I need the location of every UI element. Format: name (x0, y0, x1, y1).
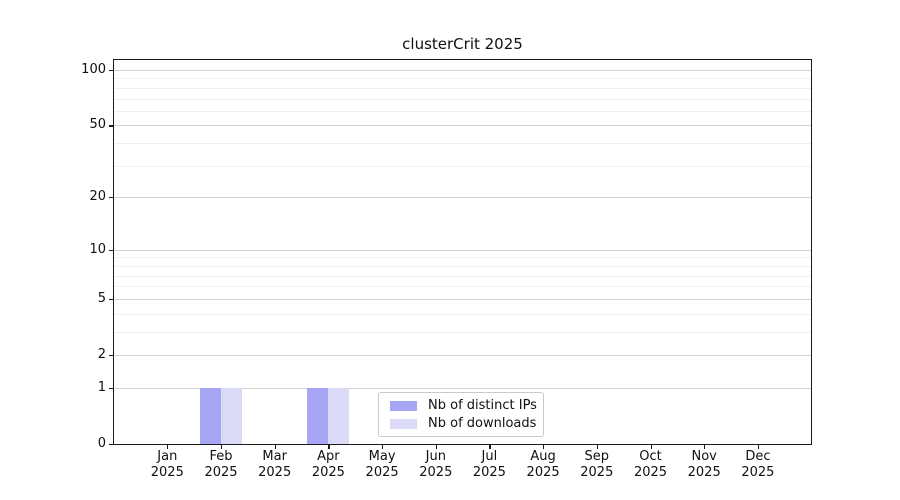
y-tick-mark (109, 125, 113, 127)
bar-distinct-ips (200, 387, 221, 444)
y-tick-mark (109, 444, 113, 446)
x-tick-mark (543, 445, 545, 449)
downloads-swatch (390, 418, 417, 429)
minor-gridline (114, 265, 811, 267)
x-tick-label: Nov 2025 (687, 449, 721, 480)
y-tick-label: 20 (89, 189, 106, 205)
x-tick-label: Sep 2025 (580, 449, 614, 480)
major-gridline (114, 387, 811, 389)
major-gridline (114, 298, 811, 300)
x-tick-mark (167, 445, 169, 449)
x-tick-mark (221, 445, 223, 449)
minor-gridline (114, 331, 811, 333)
y-tick-mark (109, 197, 113, 199)
distinct-ips-swatch (390, 400, 417, 411)
x-tick-label: Mar 2025 (258, 449, 292, 480)
x-tick-mark (328, 445, 330, 449)
minor-gridline (114, 78, 811, 80)
x-tick-label: May 2025 (365, 449, 399, 480)
y-tick-label: 10 (89, 241, 106, 257)
chart-title: clusterCrit 2025 (402, 35, 523, 53)
legend-item-downloads: Nb of downloads (387, 416, 537, 431)
x-tick-label: Jul 2025 (472, 449, 506, 480)
y-tick-mark (109, 249, 113, 251)
x-tick-mark (489, 445, 491, 449)
bar-downloads (221, 387, 242, 444)
legend-label-distinct-ips: Nb of distinct IPs (428, 398, 537, 413)
y-tick-label: 100 (81, 62, 106, 77)
x-tick-label: Dec 2025 (741, 449, 775, 480)
y-tick-label: 0 (97, 436, 106, 451)
plot-area: 0 1 2 5 10 20 50 100 Jan 2025 Feb 2025 Mar 2025 Apr 202… (81, 59, 812, 480)
minor-gridline (114, 143, 811, 145)
minor-gridline (114, 165, 811, 167)
legend: Nb of distinct IPs Nb of downloads (378, 392, 544, 437)
minor-gridline (114, 110, 811, 112)
x-tick-label: Oct 2025 (633, 449, 668, 480)
x-tick-label: Feb 2025 (204, 449, 238, 480)
x-tick-label: Apr 2025 (311, 449, 345, 480)
y-tick-label: 2 (97, 347, 106, 362)
x-tick-label: Aug 2025 (526, 449, 560, 480)
minor-gridline (114, 87, 811, 89)
minor-gridline (114, 98, 811, 100)
x-tick-mark (596, 445, 598, 449)
x-tick-label: Jan 2025 (150, 449, 184, 480)
major-gridline (114, 197, 811, 199)
legend-label-downloads: Nb of downloads (428, 416, 537, 431)
major-gridline (114, 70, 811, 71)
minor-gridline (114, 286, 811, 288)
y-tick-label: 50 (89, 117, 106, 133)
minor-gridline (114, 313, 811, 315)
y-tick-mark (109, 387, 113, 389)
major-gridline (114, 125, 811, 127)
y-tick-label: 5 (97, 290, 106, 306)
legend-item-distinct-ips: Nb of distinct IPs (387, 398, 537, 413)
y-tick-mark (109, 298, 113, 300)
major-gridline (114, 249, 811, 251)
x-tick-label: Jun 2025 (419, 449, 453, 480)
x-tick-mark (757, 445, 760, 449)
x-tick-mark (650, 445, 652, 449)
bar-distinct-ips (307, 387, 329, 444)
y-tick-mark (109, 70, 113, 72)
minor-gridline (114, 275, 811, 277)
x-tick-mark (704, 445, 706, 449)
y-tick-mark (109, 355, 113, 357)
x-tick-mark (274, 445, 276, 449)
major-gridline (114, 355, 811, 356)
minor-gridline (114, 257, 811, 259)
y-tick-label: 1 (97, 379, 106, 395)
bar-downloads (328, 387, 350, 444)
x-tick-mark (435, 445, 437, 449)
x-tick-mark (382, 445, 384, 449)
